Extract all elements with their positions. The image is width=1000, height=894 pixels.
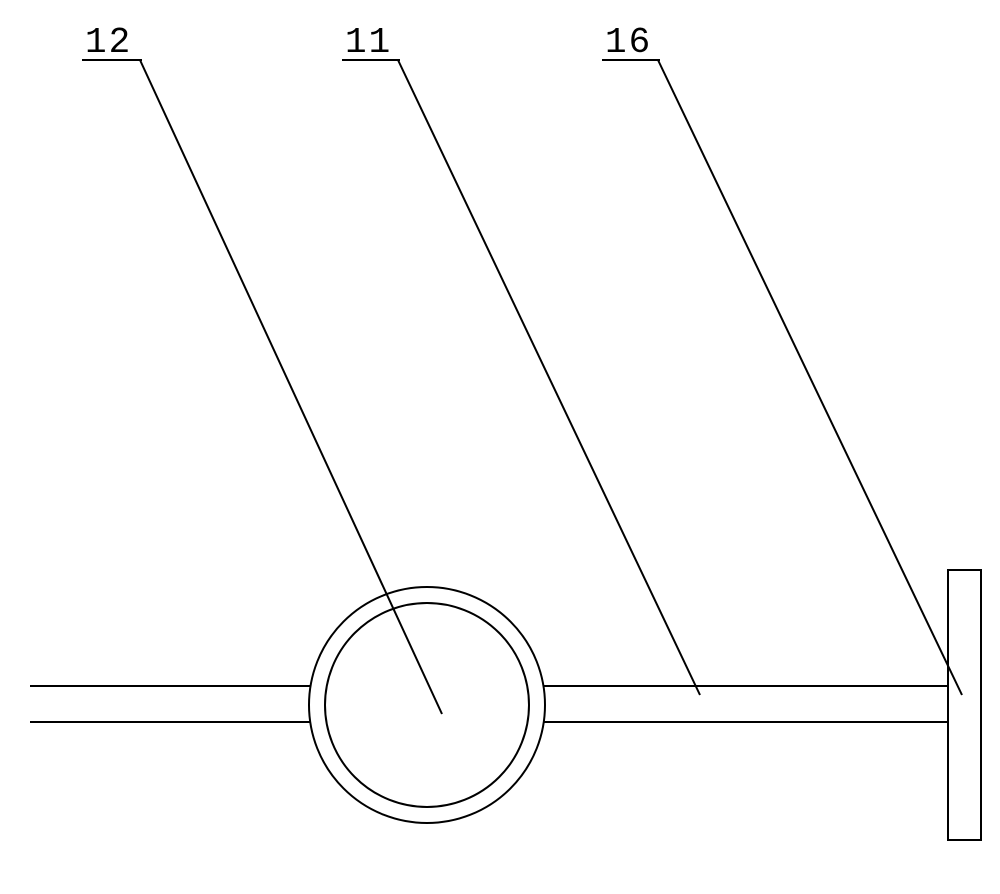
diagram-canvas: 12 11 16: [0, 0, 1000, 894]
label-11: 11: [345, 22, 392, 63]
inner-ring: [325, 603, 529, 807]
label-16: 16: [605, 22, 652, 63]
end-block: [948, 570, 981, 840]
leader-line-12: [140, 60, 442, 714]
leader-line-16: [658, 60, 962, 695]
outer-ring: [309, 587, 545, 823]
label-12: 12: [85, 22, 132, 63]
leader-line-11: [398, 60, 700, 695]
